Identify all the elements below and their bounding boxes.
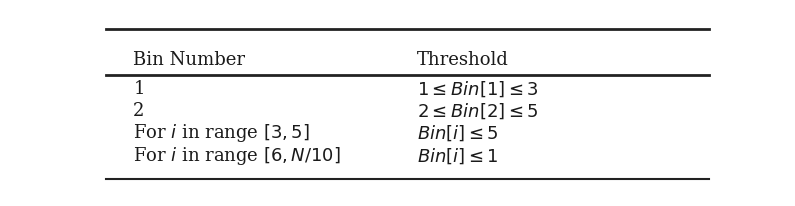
Text: $\mathit{Bin}[i] \leq 5$: $\mathit{Bin}[i] \leq 5$: [417, 124, 498, 143]
Text: $\mathit{Bin}[i] \leq 1$: $\mathit{Bin}[i] \leq 1$: [417, 147, 498, 166]
Text: For $i$ in range $[6,N/10]$: For $i$ in range $[6,N/10]$: [134, 145, 341, 167]
Text: 2: 2: [134, 102, 145, 120]
Text: $1 \leq \mathit{Bin}[1] \leq 3$: $1 \leq \mathit{Bin}[1] \leq 3$: [417, 79, 538, 99]
Text: For $i$ in range $[3,5]$: For $i$ in range $[3,5]$: [134, 122, 310, 144]
Text: Threshold: Threshold: [417, 51, 509, 69]
Text: $2 \leq \mathit{Bin}[2] \leq 5$: $2 \leq \mathit{Bin}[2] \leq 5$: [417, 101, 538, 121]
Text: 1: 1: [134, 80, 145, 98]
Text: Bin Number: Bin Number: [134, 51, 246, 69]
